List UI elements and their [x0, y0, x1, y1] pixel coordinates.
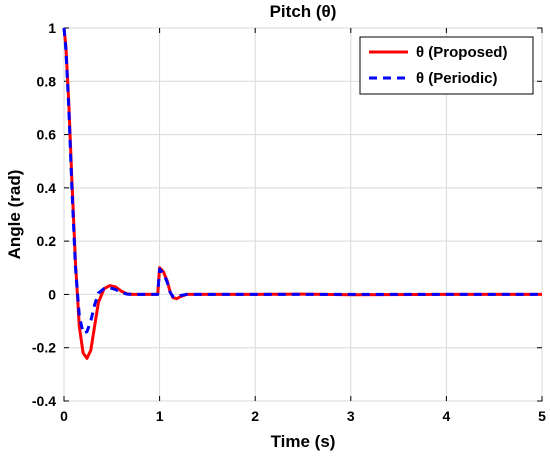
y-tick-label: -0.2: [32, 340, 56, 356]
x-tick-label: 5: [538, 408, 546, 424]
series-layer: [62, 27, 542, 360]
legend-proposed-label: θ (Proposed): [416, 44, 507, 61]
y-tick-label: 1: [48, 20, 56, 36]
y-tick-label: 0.2: [37, 233, 57, 249]
x-axis-label: Time (s): [271, 432, 336, 451]
x-tick-label: 3: [347, 408, 355, 424]
y-tick-label: 0.8: [37, 73, 57, 89]
x-tick-label: 2: [251, 408, 259, 424]
y-tick-label: 0: [48, 286, 56, 302]
legend-box: [359, 36, 534, 95]
y-tick-label: 0.4: [37, 180, 57, 196]
axis-ticks: 0 1 2 3 4 5 -0.4 -0.2 0 0.2 0.4 0.6 0.8 1: [32, 20, 546, 424]
legend: θ (Proposed) θ (Periodic): [359, 36, 534, 95]
series-periodic-line: [62, 27, 542, 335]
x-tick-label: 4: [443, 408, 451, 424]
y-tick-label: 0.6: [37, 127, 57, 143]
series-proposed-line: [62, 27, 542, 360]
legend-periodic-label: θ (Periodic): [416, 70, 497, 87]
x-tick-label: 1: [156, 408, 164, 424]
chart-title: Pitch (θ): [270, 2, 337, 21]
y-axis-label: Angle (rad): [5, 170, 24, 260]
x-tick-label: 0: [60, 408, 68, 424]
y-tick-label: -0.4: [32, 393, 56, 409]
